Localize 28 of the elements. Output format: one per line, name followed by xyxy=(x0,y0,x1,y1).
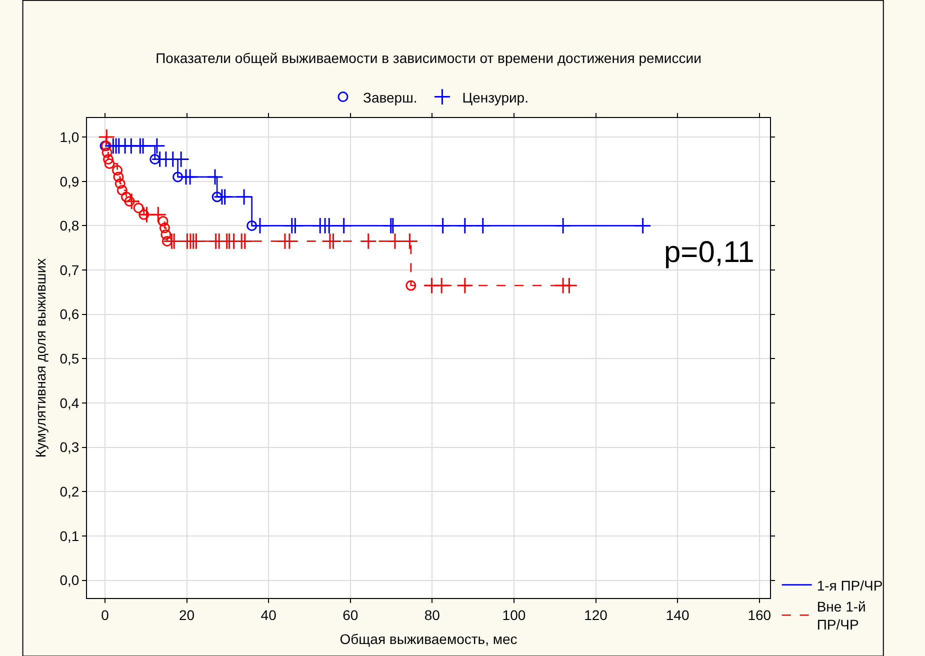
x-tick-label: 80 xyxy=(424,606,440,623)
x-tick-label: 60 xyxy=(342,606,358,623)
chart-title: Показатели общей выживаемости в зависимости от времени достижения ремиссии xyxy=(156,50,702,66)
legend-label: 1-я ПР/ЧР xyxy=(816,577,883,594)
y-tick-label: 0,5 xyxy=(60,350,80,367)
x-tick-label: 100 xyxy=(502,606,526,623)
y-tick-label: 0,4 xyxy=(60,394,80,411)
y-tick-label: 0,7 xyxy=(60,262,80,278)
y-tick-label: 0,3 xyxy=(60,439,80,456)
legend-label: Цензурир. xyxy=(462,89,528,106)
x-tick-label: 40 xyxy=(260,606,277,623)
y-tick-label: 1,0 xyxy=(60,128,80,145)
annotation: p=0,11 xyxy=(664,236,754,269)
y-axis-title: Кумулятивная доля выживших xyxy=(32,258,48,458)
legend-label: Заверш. xyxy=(363,89,418,106)
y-tick-label: 0,0 xyxy=(60,572,80,588)
legend-label: Вне 1-й ПР/ЧР xyxy=(816,598,866,633)
x-tick-label: 160 xyxy=(748,606,772,623)
y-tick-label: 0,2 xyxy=(60,484,80,500)
x-tick-label: 0 xyxy=(101,606,110,623)
x-tick-label: 140 xyxy=(666,606,690,623)
y-tick-label: 0,8 xyxy=(60,218,80,234)
x-axis-title: Общая выживаемость, мес xyxy=(340,631,518,648)
x-tick-label: 20 xyxy=(179,606,195,623)
y-tick-label: 0,1 xyxy=(60,528,80,544)
y-tick-label: 0,9 xyxy=(60,173,80,190)
y-tick-label: 0,6 xyxy=(60,306,80,322)
x-tick-label: 120 xyxy=(584,606,608,623)
